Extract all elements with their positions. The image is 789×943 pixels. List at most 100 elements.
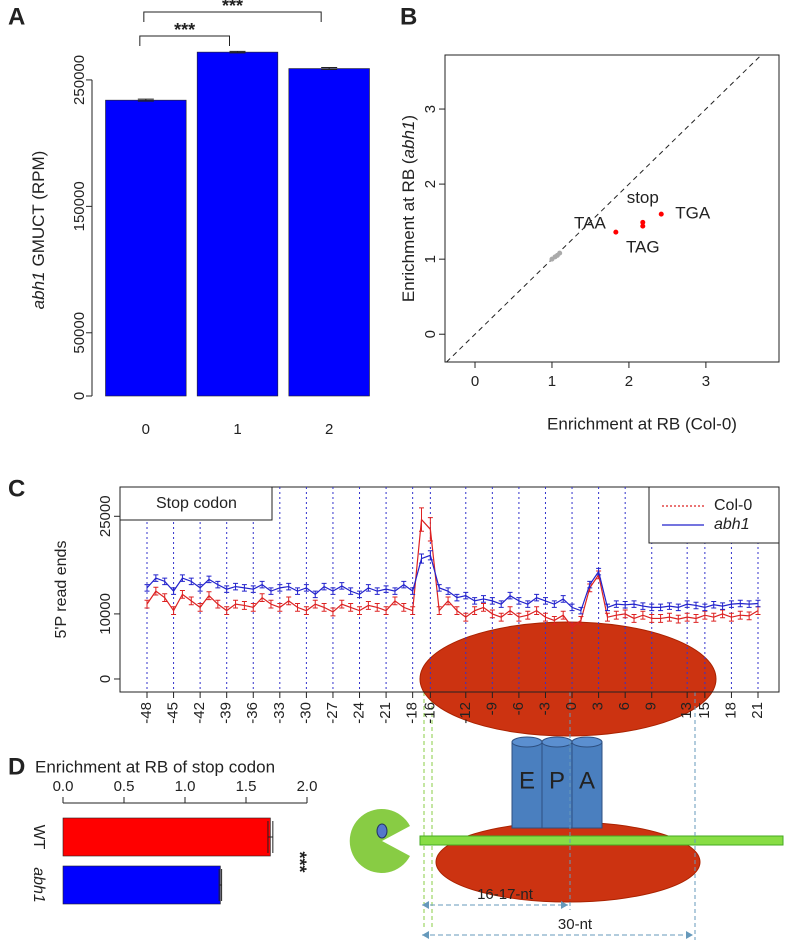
error-bar <box>218 869 223 901</box>
site-e <box>511 741 543 829</box>
error-bar <box>622 609 628 619</box>
y-tick-label: 150000 <box>71 181 88 231</box>
error-bar <box>746 600 752 608</box>
error-bar <box>516 597 522 605</box>
error-bar <box>525 600 531 608</box>
error-bar <box>755 606 761 616</box>
error-bar <box>259 593 265 603</box>
error-bar <box>578 606 584 615</box>
error-bar <box>463 612 469 622</box>
significance-label: *** <box>174 20 195 40</box>
error-bar <box>206 591 212 601</box>
error-bar <box>649 603 655 612</box>
site-top <box>511 736 543 748</box>
error-bar <box>720 609 726 619</box>
error-bar <box>171 606 177 616</box>
error-bar <box>303 584 309 592</box>
error-bar <box>684 612 690 622</box>
x-tick-label: -48 <box>138 702 155 724</box>
y-label-italic: abh1 <box>29 272 48 310</box>
error-bar <box>357 590 363 599</box>
site-top <box>541 736 573 748</box>
point <box>640 223 646 229</box>
error-bar <box>454 593 460 602</box>
x-tick-label: -9 <box>483 702 500 715</box>
category-label: abh1 <box>30 867 47 903</box>
error-bar <box>534 593 540 602</box>
x-tick-label: -18 <box>404 702 421 724</box>
error-bar <box>179 574 185 582</box>
x-tick-label: 18 <box>722 702 739 719</box>
x-tick-label: 15 <box>696 702 713 719</box>
bar <box>105 99 187 397</box>
point <box>613 229 619 235</box>
error-bar <box>206 575 212 584</box>
error-bar <box>330 607 336 617</box>
error-bar <box>162 593 168 603</box>
significance-label: *** <box>222 0 243 16</box>
x-tick-label: -3 <box>536 702 553 715</box>
error-bar <box>454 606 460 616</box>
x-tick-label: -36 <box>244 702 261 724</box>
x-tick-label: 6 <box>616 702 633 710</box>
error-bar <box>268 599 274 609</box>
identity-line <box>446 54 762 363</box>
y-tick-label: 250000 <box>71 55 88 105</box>
error-bar <box>631 614 637 623</box>
error-bar <box>312 599 318 609</box>
y-axis-label: Enrichment at RB (abh1) <box>399 115 418 302</box>
series-line <box>146 518 759 628</box>
error-bar <box>401 602 407 612</box>
error-bar <box>436 584 442 592</box>
error-bar <box>516 612 522 622</box>
error-bar <box>179 589 185 599</box>
y-label-text: GMUCT (RPM) <box>29 151 48 267</box>
error-bar <box>330 587 336 595</box>
x-tick-label: -12 <box>457 702 474 724</box>
point-annotation: TAA <box>574 214 606 233</box>
point-annotation: TAG <box>626 238 660 257</box>
error-bar <box>472 597 478 605</box>
error-bar <box>419 507 425 532</box>
error-bar <box>277 584 283 592</box>
y-label-italic: abh1 <box>399 121 418 159</box>
error-bar <box>498 612 504 622</box>
exonuclease <box>349 809 410 873</box>
site-top <box>571 736 603 748</box>
significance-label: *** <box>289 851 309 872</box>
error-bar <box>286 582 292 591</box>
x-tick-label: 0 <box>563 702 580 710</box>
significance-bracket <box>143 11 322 22</box>
error-bar <box>162 577 168 586</box>
error-bar <box>365 584 371 592</box>
site-label: P <box>549 767 565 794</box>
error-bar <box>604 612 610 622</box>
annotation: Stop codon <box>156 495 237 512</box>
error-bar <box>267 821 274 853</box>
x-tick-label: -39 <box>218 702 235 724</box>
x-tick-label: 0 <box>142 421 150 438</box>
error-bar <box>427 550 433 561</box>
error-bar <box>401 580 407 589</box>
x-tick-label: -27 <box>324 702 341 724</box>
span-label: 30-nt <box>558 916 593 933</box>
error-bar <box>374 602 380 612</box>
error-bar <box>675 603 681 612</box>
error-bar <box>153 586 159 596</box>
error-bar <box>649 614 655 623</box>
error-bar <box>472 606 478 616</box>
y-tick-label: 0 <box>422 330 439 338</box>
x-tick-label: 2 <box>325 421 333 438</box>
error-bar <box>489 597 495 605</box>
x-tick-label: -33 <box>271 702 288 724</box>
error-bar <box>604 603 610 612</box>
x-tick-label: -21 <box>377 702 394 724</box>
x-tick-label: 2.0 <box>297 778 318 795</box>
small-subunit <box>435 821 701 903</box>
x-tick-label: 1 <box>233 421 241 438</box>
error-bar <box>348 587 354 595</box>
error-bar <box>560 610 566 620</box>
error-bar <box>737 610 743 620</box>
error-bar <box>445 587 451 595</box>
